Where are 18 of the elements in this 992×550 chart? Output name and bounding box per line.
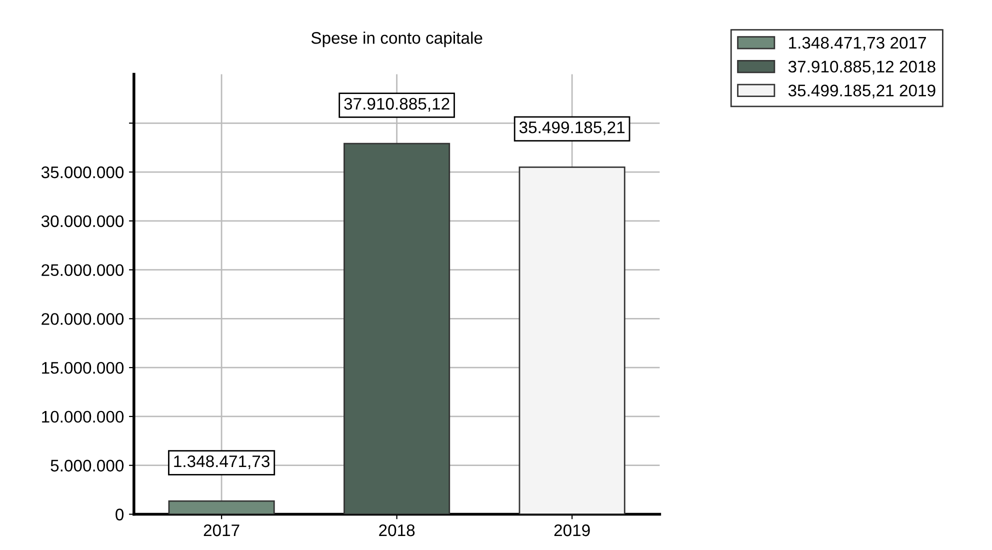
data-label: 1.348.471,73 [174, 455, 270, 470]
y-tick-label: 0 [116, 508, 124, 520]
x-tick-label: 2018 [379, 524, 415, 536]
x-tick-label: 2019 [554, 524, 590, 536]
y-tick-label: 35.000.000 [41, 166, 124, 178]
y-tick-label: 30.000.000 [41, 215, 124, 228]
data-label: 37.910.885,12 [344, 98, 450, 112]
y-tick-label: 10.000.000 [42, 410, 124, 423]
legend-label: 35.499.185,21 2019 [788, 84, 936, 98]
x-tick-label: 2017 [204, 524, 240, 536]
y-tick-label: 5.000.000 [50, 460, 124, 472]
legend-label: 1.348.471,73 2017 [789, 36, 926, 51]
legend-label: 37.910.885,12 2018 [788, 60, 936, 75]
data-label: 35.499.185,21 [519, 121, 625, 136]
y-tick-label: 25.000.000 [42, 264, 124, 276]
chart-title: Spese in conto capitale [311, 32, 482, 48]
y-tick-label: 15.000.000 [42, 362, 124, 374]
y-tick-label: 20.000.000 [42, 313, 124, 325]
